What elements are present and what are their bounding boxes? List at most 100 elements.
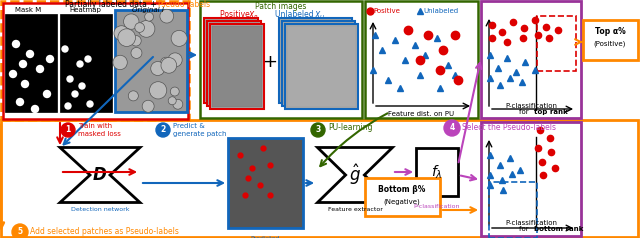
Text: Unlabeled: Unlabeled [423,8,458,14]
Text: for: for [519,226,531,232]
Text: +: + [148,0,159,9]
Text: Unlabeled: Unlabeled [275,10,316,19]
Circle shape [79,83,85,89]
Text: (Positive): (Positive) [594,41,626,47]
Text: Select the Pseudo-labels: Select the Pseudo-labels [462,123,556,132]
Circle shape [161,57,172,68]
Text: Original I: Original I [132,7,164,13]
Circle shape [168,97,176,105]
Circle shape [47,55,54,63]
Circle shape [114,26,129,41]
Text: Train with: Train with [78,123,112,129]
Circle shape [36,65,44,73]
Circle shape [173,99,183,109]
Bar [206,20,256,101]
Circle shape [151,61,164,75]
Text: Patch images: Patch images [255,2,307,11]
Text: P-classification: P-classification [413,204,460,209]
Text: Pseudo-labels: Pseudo-labels [157,0,210,9]
Circle shape [124,14,139,29]
Polygon shape [317,148,392,203]
Circle shape [13,40,19,48]
Circle shape [87,101,93,107]
Text: 4: 4 [449,124,454,133]
Circle shape [65,103,71,109]
Circle shape [156,123,170,137]
Circle shape [62,46,68,52]
Text: for: for [519,109,531,115]
Bar [537,16,576,71]
Bar [481,122,581,236]
Bar [212,26,262,107]
Bar [365,1,478,118]
Circle shape [170,87,179,96]
Text: 5: 5 [17,228,22,237]
Text: P-classification: P-classification [505,220,557,226]
Bar [284,23,353,104]
Circle shape [77,61,83,67]
Circle shape [44,90,51,98]
Bar [115,10,187,112]
Bar [60,14,112,112]
Circle shape [142,100,154,112]
Text: generate patch: generate patch [173,131,227,137]
Bar [282,21,355,106]
Circle shape [12,224,28,238]
Bar [489,182,537,238]
Text: top rank: top rank [534,109,568,115]
Circle shape [444,120,460,136]
Bar [281,20,350,101]
Text: Feature dist. on PU: Feature dist. on PU [388,111,454,117]
Polygon shape [60,148,140,203]
Bar [416,148,458,196]
Circle shape [17,99,24,105]
Bar [287,26,356,107]
Text: $f_\lambda$: $f_\lambda$ [431,163,443,181]
Circle shape [72,91,78,97]
Circle shape [135,23,145,32]
Text: Heatmap: Heatmap [69,7,101,13]
Circle shape [150,82,167,99]
Bar [365,178,440,216]
Bar [204,18,258,103]
Text: (Negative): (Negative) [383,199,420,205]
Bar [3,3,188,119]
Circle shape [311,123,325,137]
Bar [210,24,264,109]
Circle shape [145,12,154,21]
Text: Bottom β%: Bottom β% [378,184,426,193]
Text: $X_P$: $X_P$ [248,10,259,23]
Bar [1,120,638,237]
Circle shape [160,9,173,23]
Circle shape [19,60,26,68]
Circle shape [171,30,187,46]
Circle shape [10,70,17,78]
Text: Feature extractor: Feature extractor [328,207,383,212]
Text: Predicted: Predicted [250,236,280,238]
Bar [209,23,259,104]
Circle shape [22,80,29,88]
Text: Positive: Positive [373,8,400,14]
Text: bottom rank: bottom rank [534,226,584,232]
Text: PU-learning: PU-learning [328,124,372,133]
Text: 1: 1 [65,125,70,134]
Text: 3: 3 [316,125,321,134]
Text: $\hat{g}$: $\hat{g}$ [349,163,361,187]
Text: Add selected patches as Pseudo-labels: Add selected patches as Pseudo-labels [30,227,179,235]
Text: P-classification: P-classification [505,103,557,109]
Text: masked loss: masked loss [78,131,121,137]
Text: D: D [93,166,107,184]
Circle shape [118,29,136,46]
Circle shape [151,84,164,98]
Circle shape [26,50,33,58]
Circle shape [131,35,141,46]
Circle shape [67,76,73,82]
Text: +: + [262,53,278,71]
Circle shape [31,105,38,113]
Circle shape [138,20,155,37]
Text: Detection network: Detection network [71,207,129,212]
Text: Partially labeled data: Partially labeled data [65,0,147,9]
Text: $X_U$: $X_U$ [314,10,325,23]
Text: Top α%: Top α% [595,28,625,36]
Circle shape [168,53,182,67]
